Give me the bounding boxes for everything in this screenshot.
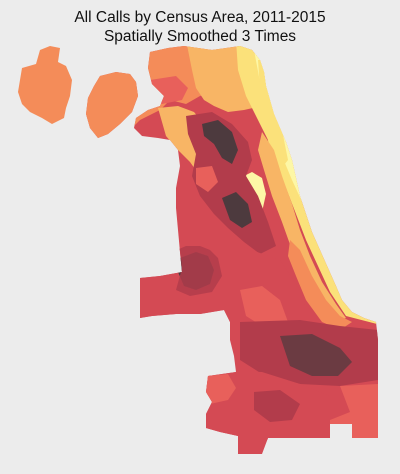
- far-south-pocket: [206, 374, 236, 404]
- southwest-lighter: [240, 286, 288, 326]
- map-title-line-2: Spatially Smoothed 3 Times: [103, 28, 297, 45]
- west-side-core: [202, 120, 238, 164]
- map-title-line-1: All Calls by Census Area, 2011-2015: [74, 9, 326, 26]
- far-south-core: [254, 390, 300, 422]
- west-side-pocket: [196, 166, 218, 192]
- map-title: All Calls by Census Area, 2011-2015 Spat…: [0, 8, 400, 46]
- south-side-core: [280, 334, 352, 376]
- west-side-corridor: [186, 112, 276, 254]
- southwest-ring: [168, 246, 222, 296]
- ohare-area: [18, 46, 72, 124]
- south-lakefront-band: [288, 240, 352, 330]
- lakefront-transition: [258, 132, 346, 322]
- west-side-core-2: [222, 192, 252, 228]
